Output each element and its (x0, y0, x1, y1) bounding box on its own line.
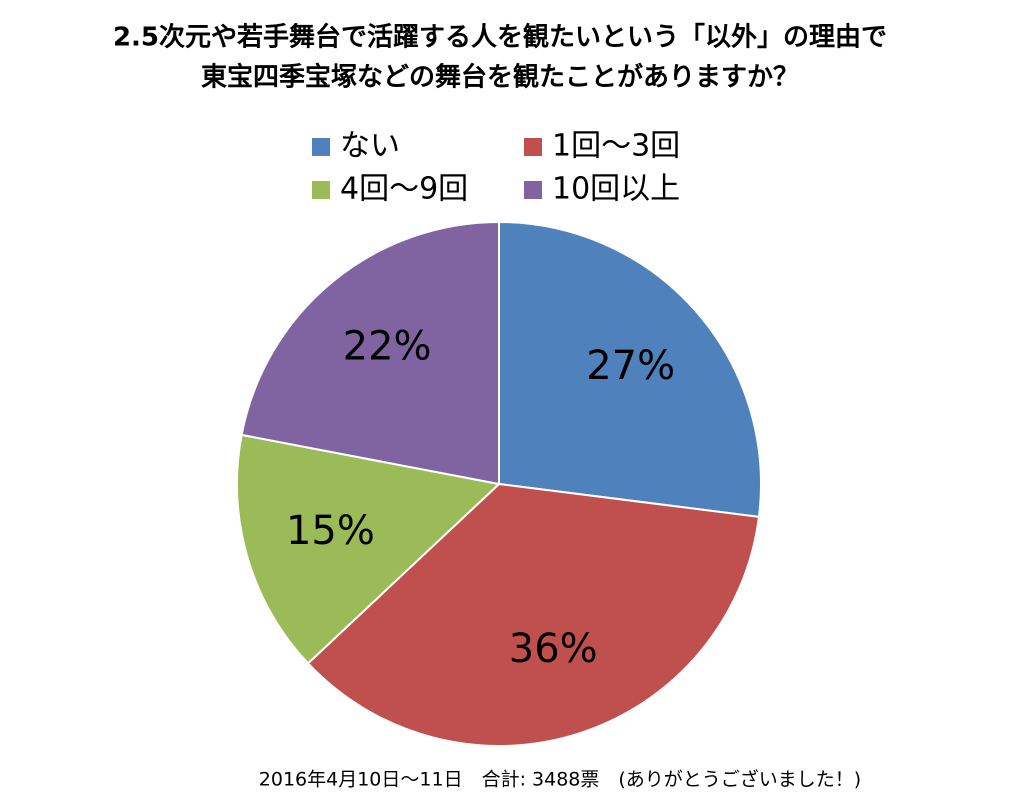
pie-slice (240, 220, 500, 486)
legend-swatch (312, 138, 330, 156)
footnote: 2016年4月10日～11日 合計: 3488票 (ありがとうございました！) (259, 768, 861, 791)
pie-slice (498, 220, 762, 518)
legend-label: 10回以上 (552, 172, 680, 207)
legend-label: ない (340, 129, 400, 164)
legend-swatch (524, 181, 542, 199)
data-label: 27% (586, 343, 675, 389)
chart-title: 東宝四季宝塚などの舞台を観たことがありますか？ (201, 62, 799, 93)
legend-swatch (524, 138, 542, 156)
legend-swatch (312, 181, 330, 199)
chart-title: 2.5次元や若手舞台で活躍する人を観たいという「以外」の理由で (113, 22, 887, 53)
data-label: 36% (509, 626, 598, 672)
legend-label: 1回～3回 (552, 129, 680, 164)
pie-slice (306, 482, 761, 747)
legend-label: 4回～9回 (340, 172, 468, 207)
pie-slice (236, 433, 502, 665)
data-label: 15% (286, 508, 375, 554)
data-label: 22% (343, 324, 432, 370)
